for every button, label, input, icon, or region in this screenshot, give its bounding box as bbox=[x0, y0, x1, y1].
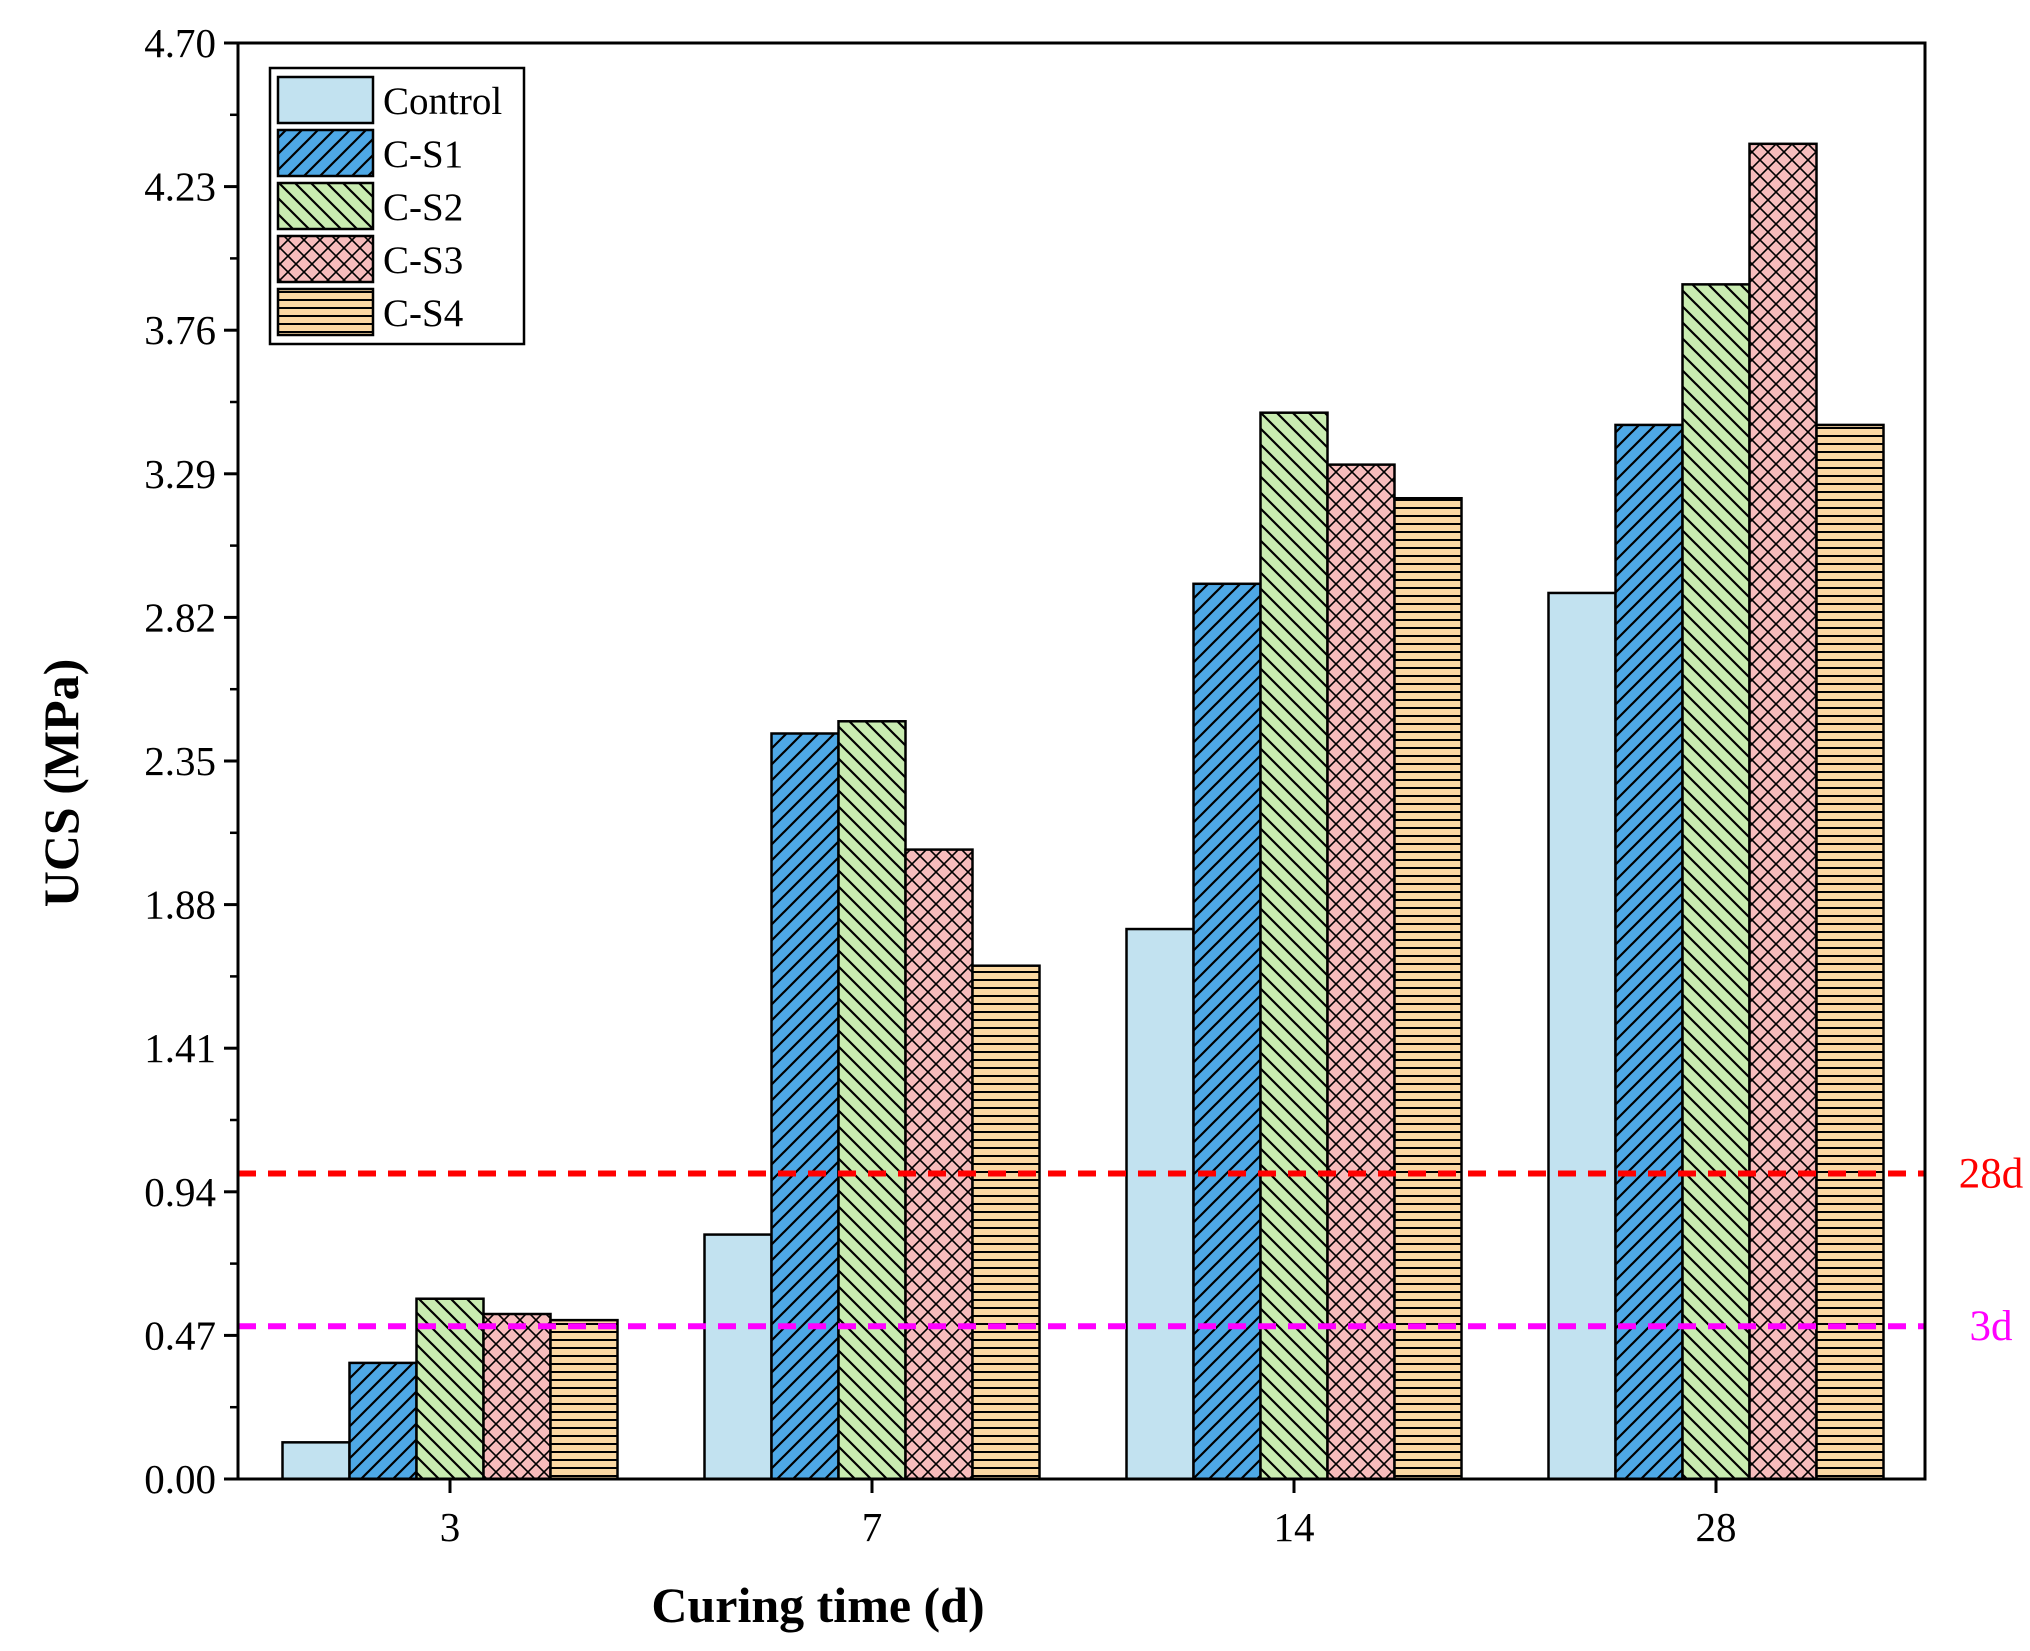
y-tick-label: 0.00 bbox=[144, 1456, 216, 1502]
legend-label: C-S3 bbox=[383, 239, 463, 282]
bar-fill bbox=[704, 1234, 772, 1479]
bar-c-s2-7 bbox=[837, 720, 907, 1481]
bar-c-s3-7 bbox=[904, 848, 974, 1481]
y-tick-label: 2.82 bbox=[144, 594, 216, 640]
bar-c-s3-28 bbox=[1748, 142, 1818, 1481]
legend-swatch-outline bbox=[276, 234, 375, 284]
legend-swatch-outline bbox=[276, 287, 375, 337]
bar-c-s1-7 bbox=[770, 732, 840, 1481]
x-tick-label: 28 bbox=[1696, 1504, 1737, 1550]
x-axis-title: Curing time (d) bbox=[651, 1577, 984, 1633]
x-tick-label: 14 bbox=[1274, 1504, 1315, 1550]
bar-pattern bbox=[1260, 412, 1328, 1479]
legend-item-c-s2: C-S2 bbox=[276, 181, 463, 231]
bar-c-s4-7 bbox=[971, 964, 1041, 1481]
legend-label: C-S1 bbox=[383, 133, 463, 176]
y-tick-label: 3.29 bbox=[144, 451, 216, 497]
bar-control-14 bbox=[1125, 927, 1195, 1481]
y-tick-label: 1.41 bbox=[144, 1025, 216, 1071]
bar-pattern bbox=[550, 1320, 618, 1479]
bar-c-s1-3 bbox=[348, 1361, 418, 1481]
legend-label: C-S2 bbox=[383, 186, 463, 229]
x-tick-label: 7 bbox=[862, 1504, 883, 1550]
x-tick-label: 3 bbox=[440, 1504, 461, 1550]
bar-pattern bbox=[1682, 284, 1750, 1479]
legend-label: Control bbox=[383, 80, 502, 123]
bar-pattern bbox=[1327, 464, 1395, 1479]
legend-swatch-outline bbox=[276, 128, 375, 178]
reference-label-28d: 28d bbox=[1959, 1150, 2024, 1197]
bar-control-28 bbox=[1547, 591, 1617, 1481]
legend-item-control: Control bbox=[276, 75, 502, 125]
bar-c-s3-14 bbox=[1326, 463, 1396, 1481]
bar-pattern bbox=[1816, 424, 1884, 1479]
bar-c-s4-28 bbox=[1815, 423, 1885, 1481]
bar-control-7 bbox=[703, 1233, 773, 1481]
legend-item-c-s3: C-S3 bbox=[276, 234, 463, 284]
legend: Control C-S1 C-S2 C-S3 C-S4 bbox=[268, 66, 526, 346]
bar-c-s4-3 bbox=[549, 1318, 619, 1481]
bar-pattern bbox=[905, 849, 973, 1479]
bar-c-s1-14 bbox=[1192, 582, 1262, 1481]
bar-c-s3-3 bbox=[482, 1312, 552, 1481]
bar-pattern bbox=[972, 965, 1040, 1479]
legend-swatch-fill bbox=[278, 77, 373, 123]
y-tick-label: 3.76 bbox=[144, 307, 216, 353]
bar-pattern bbox=[838, 721, 906, 1479]
reference-label-3d: 3d bbox=[1970, 1303, 2013, 1350]
y-tick-label: 4.23 bbox=[144, 164, 216, 210]
legend-swatch-outline bbox=[276, 181, 375, 231]
bar-fill bbox=[1126, 929, 1194, 1479]
y-tick-label: 2.35 bbox=[144, 738, 216, 784]
bar-pattern bbox=[349, 1362, 417, 1479]
bar-pattern bbox=[771, 733, 839, 1479]
bar-c-s2-14 bbox=[1259, 411, 1329, 1481]
bar-pattern bbox=[1394, 498, 1462, 1479]
legend-swatch-pattern bbox=[278, 130, 373, 176]
bar-pattern bbox=[1749, 143, 1817, 1479]
legend-swatch-pattern bbox=[278, 289, 373, 335]
y-tick-label: 0.47 bbox=[144, 1312, 216, 1358]
y-axis-title: UCS (MPa) bbox=[33, 659, 89, 908]
y-tick-label: 1.88 bbox=[144, 882, 216, 928]
bar-c-s2-28 bbox=[1681, 283, 1751, 1481]
plot-area bbox=[281, 142, 1885, 1481]
legend-label: C-S4 bbox=[383, 292, 463, 335]
y-tick-label: 0.94 bbox=[144, 1169, 216, 1215]
bar-c-s1-28 bbox=[1614, 423, 1684, 1481]
bar-pattern bbox=[483, 1314, 551, 1479]
legend-swatch-pattern bbox=[278, 183, 373, 229]
bar-pattern bbox=[1193, 583, 1261, 1479]
bar-fill bbox=[1548, 592, 1616, 1479]
legend-swatch-outline bbox=[276, 75, 375, 125]
y-tick-label: 4.70 bbox=[144, 20, 216, 66]
bar-c-s4-14 bbox=[1393, 496, 1463, 1481]
legend-swatch-pattern bbox=[278, 236, 373, 282]
reference-lines: 28d 3d bbox=[238, 1150, 2023, 1350]
legend-item-c-s4: C-S4 bbox=[276, 287, 463, 337]
bar-control-3 bbox=[281, 1441, 351, 1481]
legend-item-c-s1: C-S1 bbox=[276, 128, 463, 178]
axes: 0.00 0.47 0.94 1.41 1.88 2.35 2.82 3.29 3.76 4.23… bbox=[144, 20, 1927, 1550]
bar-pattern bbox=[1615, 424, 1683, 1479]
bar-fill bbox=[282, 1442, 350, 1479]
